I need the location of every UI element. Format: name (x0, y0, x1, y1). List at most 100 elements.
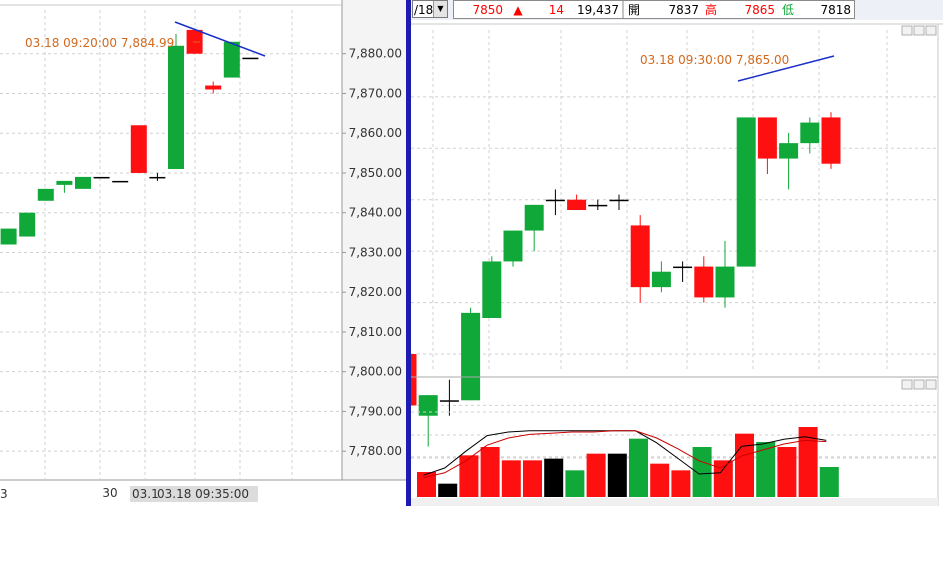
quote-fields: 7850 ▲ 14 19,437 開 7837 高 7865 低 7818 (472, 0, 851, 19)
left-axis-area (342, 0, 406, 480)
left-cursor-time-box (130, 486, 258, 502)
right-candle-20[interactable] (821, 117, 841, 164)
right-candle-17[interactable] (757, 117, 777, 159)
left-candle-9[interactable] (149, 176, 166, 179)
volume-bar[interactable] (480, 447, 500, 497)
volume-bar[interactable] (756, 442, 776, 497)
right-minimize-icon[interactable] (901, 25, 913, 36)
chevron-down-icon[interactable]: ▼ (433, 1, 447, 17)
left-y-tick-label: 7,850.00 (349, 166, 402, 180)
right-candle-0[interactable] (411, 354, 417, 406)
volume-bar[interactable] (438, 483, 458, 497)
left-y-tick-label: 7,810.00 (349, 325, 402, 339)
date-selector-value: /18 (414, 3, 434, 17)
right-candle-4[interactable] (482, 261, 502, 318)
right-trendline[interactable] (737, 55, 835, 82)
left-candle-14[interactable] (242, 57, 259, 60)
volume-bar[interactable] (544, 458, 564, 497)
date-selector[interactable]: /18 ▼ (412, 0, 448, 18)
left-candle-12[interactable] (205, 85, 222, 90)
volume-bar[interactable] (819, 467, 839, 497)
right-candlestick-chart[interactable]: 03.18 09:30:00 7,865.00 (411, 20, 943, 506)
volume-restore-icon[interactable] (913, 379, 925, 390)
volume-bar[interactable] (417, 472, 436, 497)
right-candle-19[interactable] (800, 122, 820, 144)
left-candle-6[interactable] (93, 176, 110, 179)
left-y-tick-label: 7,800.00 (349, 365, 402, 379)
right-candle-12[interactable] (651, 271, 671, 288)
left-candle-13[interactable] (223, 41, 240, 78)
d-line (423, 430, 827, 479)
left-y-tick-label: 7,870.00 (349, 86, 402, 100)
open-price: 7837 (668, 3, 699, 17)
left-candlestick-chart[interactable]: 7,780.00 7,790.00 7,800.00 7,810.00 7,820.00… (0, 0, 406, 506)
right-candle-16[interactable] (736, 117, 756, 267)
volume-bar[interactable] (713, 460, 733, 497)
left-x-tick-label: 3 (0, 487, 8, 501)
left-trendline[interactable] (174, 21, 266, 57)
left-y-tick-label: 7,830.00 (349, 245, 402, 259)
left-candle-4[interactable] (56, 180, 73, 185)
volume-bar[interactable] (735, 433, 754, 497)
quote-bar (453, 0, 855, 19)
left-candle-7[interactable] (112, 180, 129, 183)
right-candle-7[interactable] (545, 199, 565, 202)
volume-bar[interactable] (777, 447, 797, 497)
left-cursor-time: 03.18 09:35:00 (157, 487, 249, 501)
volume-bar[interactable] (798, 427, 818, 497)
right-candle-9[interactable] (588, 204, 608, 207)
right-high-annotation: 03.18 09:30:00 7,865.00 (640, 53, 789, 67)
right-candle-14[interactable] (694, 266, 714, 298)
right-candle-11[interactable] (630, 225, 650, 288)
low-price: 7818 (820, 3, 851, 17)
volume-minimize-icon[interactable] (901, 379, 913, 390)
left-candle-5[interactable] (75, 176, 91, 189)
high-price: 7865 (744, 3, 775, 17)
right-candle-13[interactable] (673, 266, 693, 269)
volume-bar[interactable] (629, 438, 648, 497)
total-volume: 19,437 (577, 3, 619, 17)
right-bottom-strip (411, 498, 938, 506)
volume-bar[interactable] (459, 455, 479, 497)
right-candle-1[interactable] (418, 395, 438, 416)
volume-close-icon[interactable] (925, 379, 937, 390)
left-y-tick-label: 7,880.00 (349, 47, 402, 61)
price-change: 14 (549, 3, 564, 17)
volume-bar[interactable] (586, 453, 606, 497)
left-candle-2[interactable] (19, 212, 36, 237)
left-candle-8[interactable] (130, 125, 147, 173)
volume-bar[interactable] (565, 470, 585, 497)
right-candle-18[interactable] (779, 143, 799, 159)
left-y-tick-label: 7,820.00 (349, 285, 402, 299)
left-cursor-time-prefix: 03.1 (132, 487, 159, 501)
right-candle-3[interactable] (461, 312, 481, 401)
right-candle-8[interactable] (567, 199, 587, 210)
right-close-icon[interactable] (925, 25, 937, 36)
left-candle-3[interactable] (37, 188, 54, 201)
right-candle-2[interactable] (439, 400, 459, 402)
high-label: 高 (705, 2, 717, 17)
window-divider (406, 0, 411, 506)
left-x-tick-label: 30 (102, 486, 117, 500)
volume-bar[interactable] (692, 447, 712, 497)
right-restore-icon[interactable] (913, 25, 925, 36)
last-price: 7850 (472, 3, 503, 17)
left-y-tick-label: 7,780.00 (349, 444, 402, 458)
left-candle-10[interactable] (168, 45, 184, 169)
up-arrow-icon: ▲ (513, 3, 523, 17)
left-candle-1[interactable] (0, 228, 17, 245)
volume-bar[interactable] (607, 453, 627, 497)
open-label: 開 (628, 3, 640, 17)
left-y-tick-label: 7,860.00 (349, 126, 402, 140)
right-candle-15[interactable] (715, 266, 735, 298)
volume-bar[interactable] (501, 460, 521, 497)
left-y-tick-label: 7,840.00 (349, 206, 402, 220)
volume-bar[interactable] (650, 463, 670, 497)
volume-bar[interactable] (523, 460, 542, 497)
volume-bar[interactable] (671, 470, 691, 497)
right-candle-6[interactable] (524, 204, 544, 231)
right-candle-10[interactable] (609, 199, 629, 202)
right-candle-5[interactable] (503, 230, 523, 262)
left-high-annotation: 03.18 09:20:00 7,884.99 (25, 36, 174, 50)
low-label: 低 (782, 3, 794, 17)
